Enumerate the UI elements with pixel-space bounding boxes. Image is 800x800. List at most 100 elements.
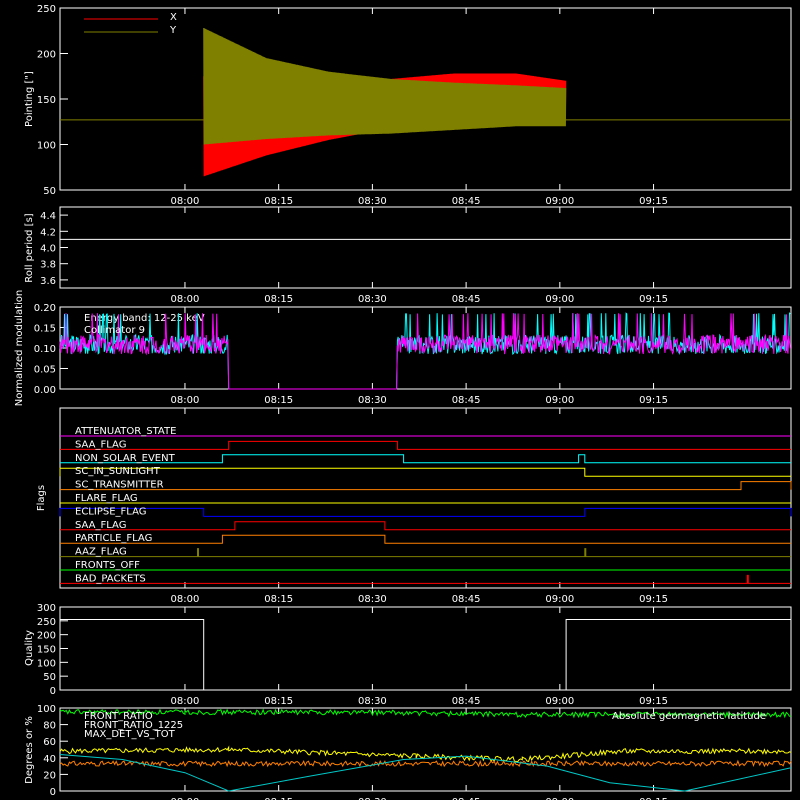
x-tick-label: 09:00 <box>545 196 574 207</box>
flag-label-non-solar-event: NON_SOLAR_EVENT <box>75 453 176 464</box>
legend-label-y: Y <box>169 25 177 36</box>
y-tick-label: 0.00 <box>34 385 56 396</box>
y-tick-label: 3.8 <box>40 260 56 271</box>
pointing-series-y <box>203 27 567 145</box>
legend-collimator-9: Collimator 9 <box>84 325 145 336</box>
x-tick-label: 08:00 <box>171 797 200 800</box>
y-tick-label: 0.05 <box>34 365 56 376</box>
y-tick-label: 50 <box>43 186 56 197</box>
y-tick-label: 40 <box>43 754 56 765</box>
y-tick-label: 250 <box>37 617 56 628</box>
flag-line-sc-in-sunlight <box>59 467 791 477</box>
x-tick-label: 08:00 <box>171 696 200 707</box>
x-tick-label: 09:00 <box>545 294 574 305</box>
ratio-series-0 <box>59 745 792 763</box>
flag-line-bad-packets <box>60 574 791 584</box>
x-tick-label: 08:00 <box>171 196 200 207</box>
x-tick-label: 09:15 <box>639 294 668 305</box>
y-tick-label: 0 <box>50 787 56 798</box>
y-tick-label: 100 <box>37 658 56 669</box>
y-tick-label: 150 <box>37 95 56 106</box>
energy-band-annotation: Energy band: 12-25 keV <box>84 313 205 324</box>
x-tick-label: 09:15 <box>639 594 668 605</box>
y-tick-label: 4.4 <box>40 211 56 222</box>
x-tick-label: 08:30 <box>358 395 387 406</box>
flag-label-eclipse-flag: ECLIPSE_FLAG <box>75 506 146 517</box>
x-tick-label: 09:15 <box>639 696 668 707</box>
y-tick-label: 0.20 <box>34 303 56 314</box>
x-tick-label: 08:45 <box>452 294 481 305</box>
flag-label-fronts-off: FRONTS_OFF <box>75 560 140 571</box>
ratio-legend-2: MAX_DET_VS_TOT <box>84 729 176 740</box>
x-tick-label: 08:30 <box>358 797 387 800</box>
y-tick-label: 250 <box>37 4 56 15</box>
ylabel-roll-period: Roll period [s] <box>24 213 35 282</box>
x-tick-label: 08:45 <box>452 196 481 207</box>
x-tick-label: 08:45 <box>452 696 481 707</box>
ratio-legend-0: FRONT_RATIO <box>84 711 153 722</box>
flag-label-sc-transmitter: SC_TRANSMITTER <box>75 480 164 491</box>
y-tick-label: 100 <box>37 141 56 152</box>
y-tick-label: 60 <box>43 737 56 748</box>
legend-label-x: X <box>170 12 177 23</box>
ratio-series-1 <box>59 708 792 719</box>
x-tick-label: 08:45 <box>452 797 481 800</box>
flag-label-attenuator-state: ATTENUATOR_STATE <box>75 426 176 437</box>
ylabel-pointing: Pointing ["] <box>24 71 35 127</box>
x-tick-label: 08:00 <box>171 294 200 305</box>
y-tick-label: 200 <box>37 50 56 61</box>
x-tick-label: 08:15 <box>264 696 293 707</box>
y-tick-label: 0 <box>50 686 56 697</box>
modulation-series-1 <box>59 313 791 390</box>
x-tick-label: 09:00 <box>545 797 574 800</box>
x-tick-label: 09:00 <box>545 395 574 406</box>
flag-label-saa-flag: SAA_FLAG <box>75 439 126 450</box>
x-tick-label: 08:15 <box>264 395 293 406</box>
x-tick-label: 08:00 <box>171 395 200 406</box>
y-tick-label: 80 <box>43 721 56 732</box>
x-tick-label: 08:30 <box>358 196 387 207</box>
x-tick-label: 08:45 <box>452 594 481 605</box>
ylabel-quality: Quality <box>24 630 35 666</box>
flag-line-saa-flag <box>60 521 791 531</box>
flag-label-particle-flag: PARTICLE_FLAG <box>75 533 152 544</box>
x-tick-label: 08:15 <box>264 797 293 800</box>
y-tick-label: 300 <box>37 603 56 614</box>
flag-label-sc-in-sunlight: SC_IN_SUNLIGHT <box>75 466 161 477</box>
flag-line-aaz-flag <box>60 548 791 558</box>
y-tick-label: 4.0 <box>40 244 56 255</box>
x-tick-label: 09:15 <box>639 395 668 406</box>
y-tick-label: 0.15 <box>34 324 56 335</box>
x-tick-label: 08:30 <box>358 696 387 707</box>
y-tick-label: 200 <box>37 631 56 642</box>
flag-line-non-solar-event <box>60 454 791 464</box>
panel-flags <box>59 407 792 589</box>
x-tick-label: 08:15 <box>264 196 293 207</box>
x-tick-label: 08:45 <box>452 395 481 406</box>
y-tick-label: 20 <box>43 770 56 781</box>
y-tick-label: 4.2 <box>40 227 56 238</box>
ratio-series-2 <box>59 759 792 768</box>
x-tick-label: 08:15 <box>264 594 293 605</box>
flag-label-saa-flag: SAA_FLAG <box>75 520 126 531</box>
x-tick-label: 08:30 <box>358 294 387 305</box>
x-tick-label: 09:00 <box>545 696 574 707</box>
flag-label-aaz-flag: AAZ_FLAG <box>75 547 127 558</box>
y-tick-label: 50 <box>43 672 56 683</box>
x-tick-label: 08:00 <box>171 594 200 605</box>
ylabel-modulation: Normalized modulation <box>14 290 25 407</box>
flag-line-saa-flag <box>60 440 791 450</box>
y-tick-label: 100 <box>37 704 56 715</box>
ratio-legend-1: FRONT_RATIO_1225 <box>84 720 183 731</box>
flag-label-flare-flag: FLARE_FLAG <box>75 493 138 504</box>
x-tick-label: 09:15 <box>639 797 668 800</box>
flag-label-bad-packets: BAD_PACKETS <box>75 573 146 584</box>
y-tick-label: 0.10 <box>34 344 56 355</box>
x-tick-label: 09:15 <box>639 196 668 207</box>
flag-line-eclipse-flag <box>59 507 792 517</box>
ylabel-flags: Flags <box>36 485 47 511</box>
ylabel-ratios: Degrees or % <box>24 716 35 784</box>
panel-ratios <box>59 707 792 792</box>
flag-line-sc-transmitter <box>60 481 792 491</box>
